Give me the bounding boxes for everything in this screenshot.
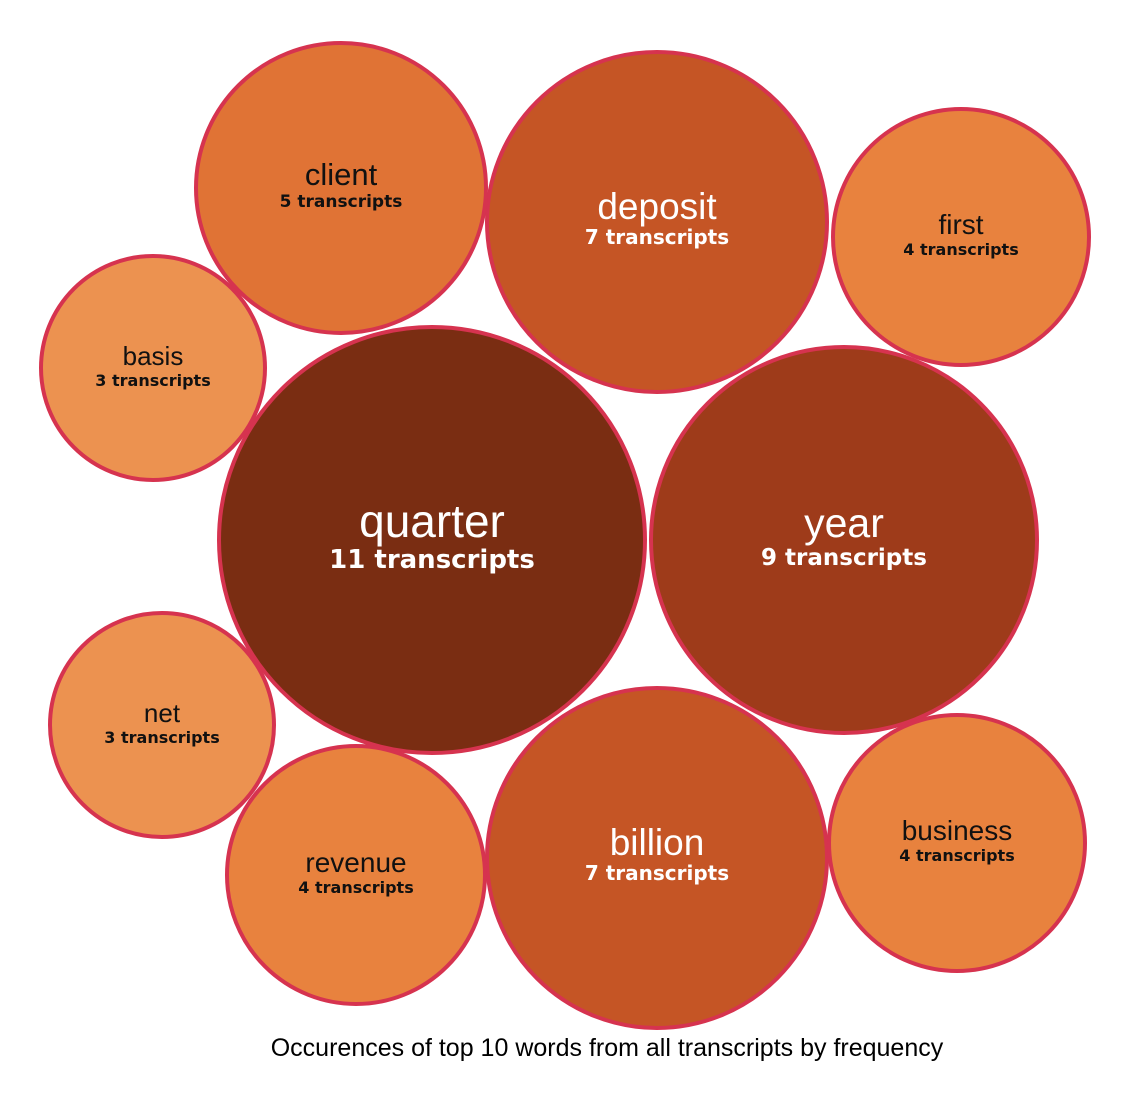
bubble-count-label: 11 transcripts [329,545,535,575]
bubble-count-label: 4 transcripts [903,240,1018,259]
bubble-count-label: 7 transcripts [585,225,729,249]
bubble-word-label: net [144,698,181,728]
bubble-word-label: basis [123,341,184,371]
bubble-word-label: first [938,209,983,240]
bubble-circle [39,254,267,482]
bubble-word-label: revenue [305,847,406,878]
bubble-circle [194,41,488,335]
bubble-circle [827,713,1087,973]
bubble-count-label: 4 transcripts [298,878,413,897]
bubble-circle [485,50,829,394]
bubble-word-label: quarter [359,495,505,547]
bubble-circle [217,325,647,755]
bubble-word-label: year [804,500,884,546]
bubble-circle [225,744,487,1006]
bubble-word-label: deposit [597,186,717,227]
bubble-word-label: billion [610,822,705,863]
bubble-word-label: client [305,157,378,192]
bubble-count-label: 9 transcripts [761,545,927,571]
bubble-circle [48,611,276,839]
bubble-count-label: 5 transcripts [280,192,403,212]
bubble-circle [831,107,1091,367]
bubble-count-label: 3 transcripts [95,371,210,390]
bubble-count-label: 3 transcripts [104,728,219,747]
bubble-count-label: 4 transcripts [899,846,1014,865]
chart-caption: Occurences of top 10 words from all tran… [270,1034,944,1062]
bubble-circle [649,345,1039,735]
bubble-circle [485,686,829,1030]
bubble-count-label: 7 transcripts [585,861,729,885]
bubble-word-label: business [902,815,1013,846]
